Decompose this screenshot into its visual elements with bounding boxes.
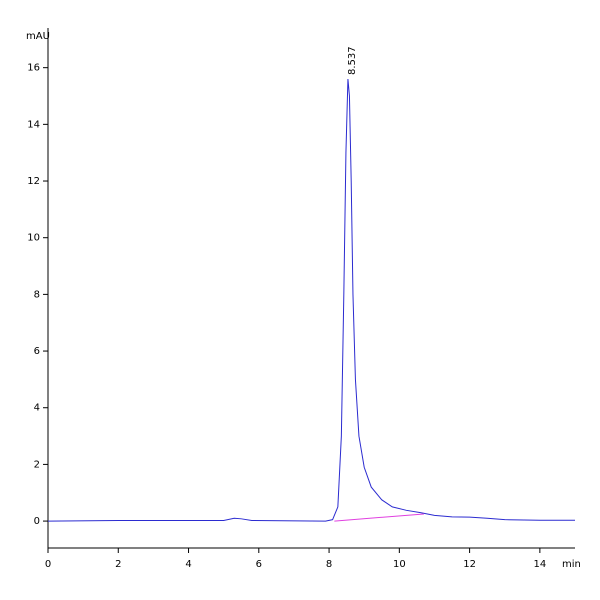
y-tick-label: 4 — [34, 403, 40, 414]
x-axis-label: min — [562, 559, 581, 570]
y-tick-label: 2 — [34, 459, 40, 470]
y-tick-label: 16 — [27, 63, 40, 74]
x-tick-label: 4 — [185, 559, 191, 570]
trace — [47, 78, 575, 522]
y-tick-label: 14 — [27, 119, 40, 130]
x-tick-label: 8 — [326, 559, 332, 570]
x-tick-label: 14 — [533, 559, 546, 570]
x-tick-label: 10 — [393, 559, 406, 570]
y-tick-label: 6 — [34, 346, 40, 357]
x-tick-label: 12 — [463, 559, 476, 570]
x-tick-label: 6 — [256, 559, 262, 570]
peak-label: 8.537 — [347, 46, 358, 75]
y-axis-label: mAU — [26, 31, 50, 42]
trace — [334, 513, 424, 522]
x-tick-label: 2 — [115, 559, 121, 570]
y-tick-label: 10 — [27, 233, 40, 244]
y-tick-label: 12 — [27, 176, 40, 187]
x-tick-label: 0 — [45, 559, 51, 570]
y-tick-label: 0 — [34, 516, 40, 527]
y-tick-label: 8 — [34, 289, 40, 300]
